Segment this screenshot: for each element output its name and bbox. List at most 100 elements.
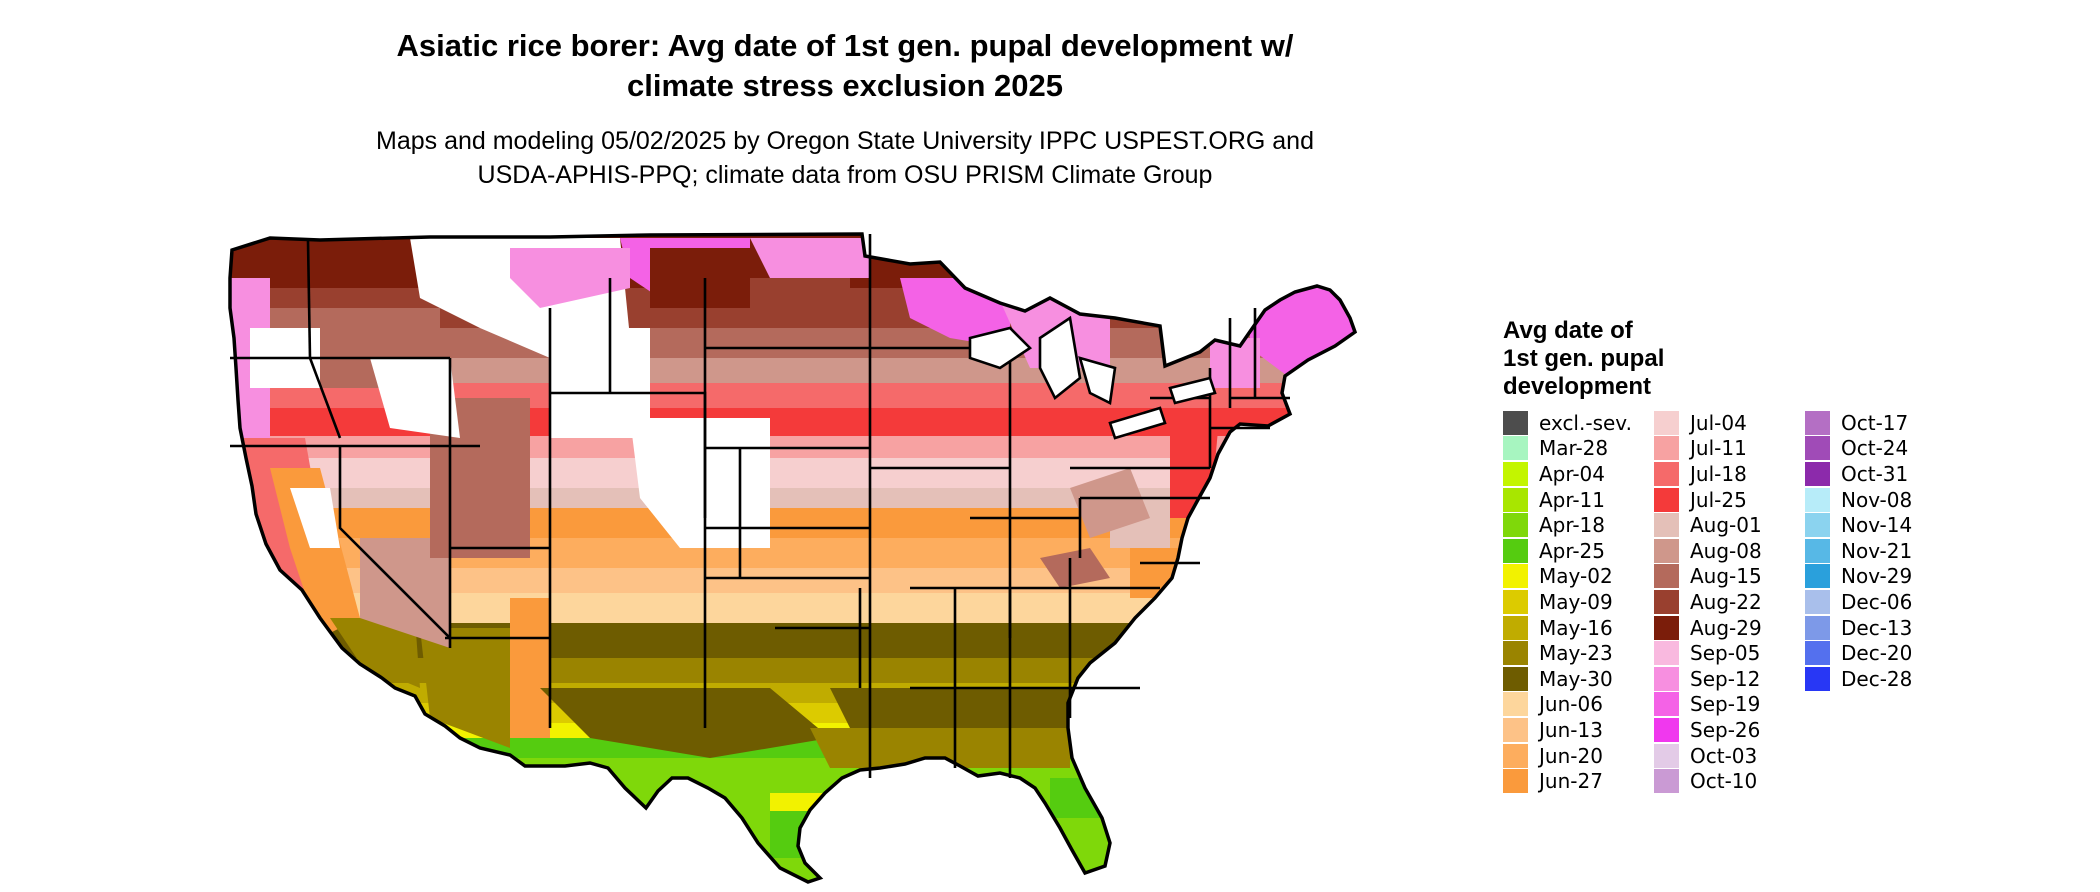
legend-swatch: [1503, 769, 1528, 794]
legend-swatch: [1654, 513, 1679, 538]
legend-item: Jul-11: [1654, 436, 1762, 462]
legend-item: Jun-27: [1503, 768, 1632, 794]
legend-item: Dec-06: [1805, 589, 1912, 615]
map-zone: [420, 628, 510, 748]
legend-item: Sep-19: [1654, 692, 1762, 718]
legend-item: Dec-28: [1805, 666, 1912, 692]
legend-item: Sep-05: [1654, 640, 1762, 666]
legend-title: Avg date of 1st gen. pupal development: [1503, 317, 1664, 401]
great-lake: [968, 326, 1033, 370]
legend-column-1: excl.-sev. Mar-28 Apr-04 Apr-11 Apr-18 Apr-25…: [1503, 410, 1632, 794]
legend-label: Sep-19: [1690, 692, 1761, 717]
legend-swatch: [1805, 589, 1830, 614]
legend-label: Oct-17: [1841, 410, 1909, 435]
legend-swatch: [1654, 615, 1679, 640]
legend-label: Apr-18: [1539, 513, 1605, 538]
state-border: [306, 240, 312, 359]
legend-swatch: [1503, 589, 1528, 614]
map-zone: [810, 728, 1070, 768]
great-lake: [1168, 376, 1217, 405]
legend-label: Sep-05: [1690, 641, 1761, 666]
legend-label: Sep-26: [1690, 717, 1761, 742]
legend-label: May-02: [1539, 564, 1613, 589]
great-lake: [1078, 356, 1117, 405]
legend-swatch: [1503, 410, 1528, 435]
legend-swatch: [1654, 666, 1679, 691]
map-zone: [230, 703, 1355, 723]
map-subtitle-line-1: Maps and modeling 05/02/2025 by Oregon S…: [376, 127, 1314, 155]
legend-label: May-09: [1539, 589, 1613, 614]
legend-item: Jul-25: [1654, 487, 1762, 513]
legend-label: Jul-25: [1690, 487, 1747, 512]
legend-item: Nov-21: [1805, 538, 1912, 564]
legend-item: Nov-08: [1805, 487, 1912, 513]
legend-item: Oct-10: [1654, 768, 1762, 794]
legend-swatch: [1805, 436, 1830, 461]
map-subtitle-line-2: USDA-APHIS-PPQ; climate data from OSU PR…: [477, 161, 1213, 189]
legend-title-line-2: 1st gen. pupal: [1503, 345, 1665, 372]
legend-item: Oct-03: [1654, 743, 1762, 769]
great-lake: [1038, 315, 1082, 401]
legend-item: Oct-24: [1805, 436, 1912, 462]
legend-swatch: [1503, 717, 1528, 742]
legend-label: Jul-04: [1690, 410, 1747, 435]
legend-swatch: [1503, 564, 1528, 589]
legend-label: Dec-20: [1841, 641, 1913, 666]
map-zone: [830, 688, 1140, 728]
legend-item: excl.-sev.: [1503, 410, 1632, 436]
legend-label: Jun-13: [1539, 717, 1603, 742]
legend-item: Oct-31: [1805, 461, 1912, 487]
legend-label: Nov-08: [1841, 487, 1913, 512]
map-title: Asiatic rice borer: Avg date of 1st gen.…: [0, 26, 1690, 106]
legend-swatch: [1503, 615, 1528, 640]
legend-swatch: [1805, 487, 1830, 512]
legend-swatch: [1503, 641, 1528, 666]
legend-label: Jun-20: [1539, 743, 1603, 768]
map-zone: [370, 358, 460, 438]
map-zone: [1130, 548, 1200, 598]
legend-label: Aug-15: [1690, 564, 1762, 589]
legend-label: excl.-sev.: [1539, 410, 1632, 435]
legend-label: Nov-14: [1841, 513, 1913, 538]
legend-item: May-30: [1503, 666, 1632, 692]
legend-item: Nov-29: [1805, 564, 1912, 590]
legend-swatch: [1805, 410, 1830, 435]
legend-item: Aug-22: [1654, 589, 1762, 615]
legend-item: May-09: [1503, 589, 1632, 615]
map-zone: [510, 248, 630, 308]
legend-swatch: [1503, 487, 1528, 512]
legend-label: Mar-28: [1539, 436, 1609, 461]
legend-swatch: [1503, 743, 1528, 768]
legend-item: Jun-13: [1503, 717, 1632, 743]
legend-label: May-16: [1539, 615, 1613, 640]
legend-swatch: [1805, 538, 1830, 563]
legend-label: Jul-11: [1690, 436, 1747, 461]
legend-item: Jul-18: [1654, 461, 1762, 487]
legend-item: Dec-20: [1805, 640, 1912, 666]
map-subtitle: Maps and modeling 05/02/2025 by Oregon S…: [0, 124, 1690, 192]
map-zone: [630, 418, 770, 548]
legend-label: Dec-06: [1841, 589, 1913, 614]
map-zone: [290, 488, 340, 548]
legend-label: May-30: [1539, 666, 1613, 691]
legend-column-2: Jul-04 Jul-11 Jul-18 Jul-25 Aug-01 Aug-08 Aug-…: [1654, 410, 1762, 794]
legend-label: Jun-27: [1539, 769, 1603, 794]
legend-label: Oct-03: [1690, 743, 1758, 768]
map-zone: [1040, 548, 1110, 588]
map-zone: [1070, 468, 1150, 538]
legend-item: Nov-14: [1805, 512, 1912, 538]
legend-swatch: [1654, 743, 1679, 768]
legend-label: Oct-24: [1841, 436, 1909, 461]
legend-swatch: [1805, 666, 1830, 691]
map-zone: [230, 508, 1355, 538]
legend-swatch: [1805, 513, 1830, 538]
legend-swatch: [1654, 564, 1679, 589]
legend-item: Aug-29: [1654, 615, 1762, 641]
legend-swatch: [1654, 487, 1679, 512]
legend-swatch: [1654, 641, 1679, 666]
legend-item: Aug-01: [1654, 512, 1762, 538]
legend-item: May-23: [1503, 640, 1632, 666]
map-zone: [540, 688, 830, 758]
map-zone: [1210, 338, 1260, 388]
legend-swatch: [1503, 692, 1528, 717]
